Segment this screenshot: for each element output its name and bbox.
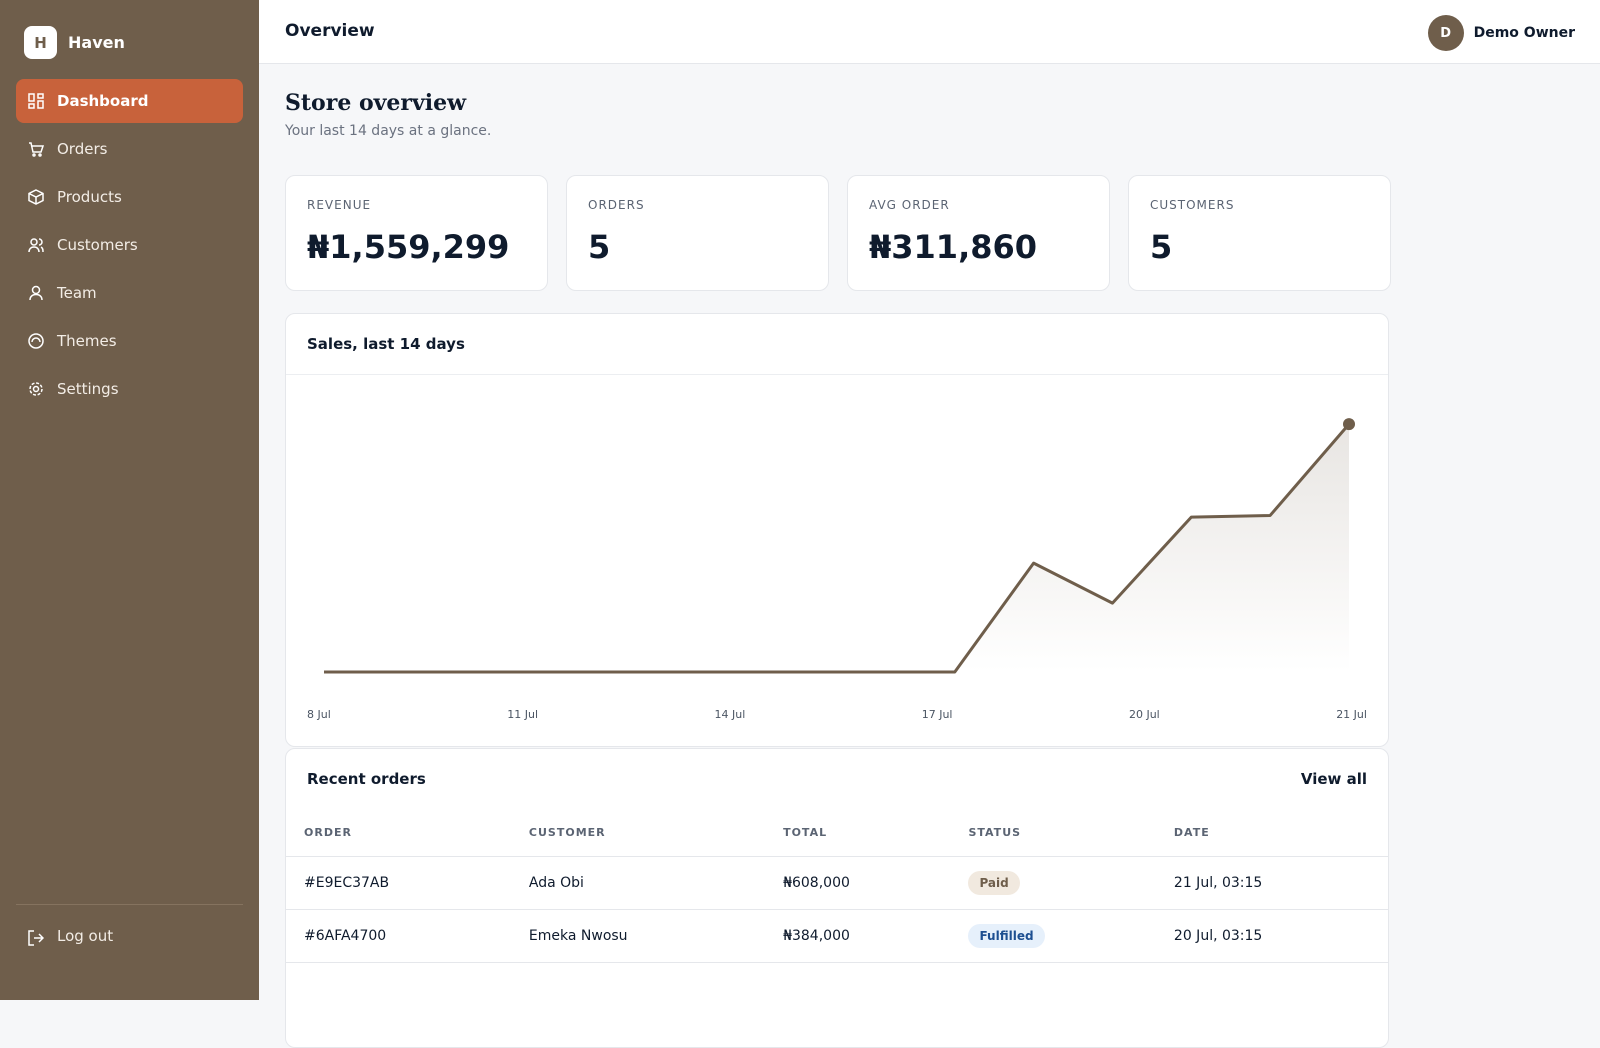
chart-card: Sales, last 14 days 8 Jul 11 Jul 14 Jul 17 … (285, 313, 1389, 747)
orders-card: Recent orders View all ORDER CUSTOMER TOTA… (285, 748, 1389, 1048)
view-all[interactable]: View all (1300, 770, 1367, 788)
column-header: TOTAL (765, 810, 951, 857)
user-name: Demo Owner (1473, 25, 1575, 41)
stat-card: ORDERS 5 (566, 175, 829, 291)
sidebar: H Haven Dashboard Orders Products Custome… (0, 0, 259, 1000)
nav: Dashboard Orders Products Customers Team… (16, 79, 243, 415)
cell: Emeka Nwosu (510, 909, 766, 963)
chart (286, 374, 1388, 674)
status-badge: Paid (968, 870, 1020, 895)
cell: #E9EC37AB (286, 856, 511, 910)
nav-label: Themes (57, 332, 117, 350)
x-tick-label: 20 Jul (1128, 708, 1160, 721)
x-tick-label: 17 Jul (921, 708, 953, 721)
user-menu[interactable]: D Demo Owner (1427, 15, 1575, 51)
avatar: D (1427, 15, 1464, 51)
area (324, 424, 1349, 672)
page-subtitle: Your last 14 days at a glance. (285, 123, 492, 139)
logout[interactable]: Log out (16, 904, 243, 946)
stat-label: ORDERS (588, 198, 645, 212)
stat-card: CUSTOMERS 5 (1128, 175, 1391, 291)
nav-label: Settings (57, 380, 119, 398)
nav-item[interactable]: Settings (16, 367, 243, 411)
topbar: Overview D Demo Owner (259, 0, 1600, 64)
header-row: ORDER CUSTOMER TOTAL STATUS DATE (286, 810, 1388, 857)
orders-table: ORDER CUSTOMER TOTAL STATUS DATE #E9EC37AB Ada… (286, 810, 1388, 963)
stat-value: ₦311,860 (869, 228, 1038, 266)
logo: H (24, 26, 57, 59)
nav-label: Customers (57, 236, 138, 254)
cell: ₦608,000 (765, 856, 951, 910)
stat-card: AVG ORDER ₦311,860 (847, 175, 1110, 291)
nav-item[interactable]: Products (16, 175, 243, 219)
column-header: STATUS (950, 810, 1156, 857)
nav-item[interactable]: Dashboard (16, 79, 243, 123)
nav-item[interactable]: Team (16, 271, 243, 315)
stat-label: CUSTOMERS (1150, 198, 1235, 212)
x-tick-label: 11 Jul (507, 708, 539, 721)
nav-label: Orders (57, 140, 108, 158)
column-header: ORDER (286, 810, 511, 857)
x-tick-label: 8 Jul (307, 708, 331, 721)
end-dot (1343, 418, 1355, 431)
stat-card: REVENUE ₦1,559,299 (285, 175, 548, 291)
page-title: Store overview (285, 90, 467, 116)
cell: Ada Obi (510, 856, 766, 910)
order-row[interactable]: #E9EC37AB Ada Obi ₦608,000 Paid 21 Jul, 03:1… (286, 856, 1388, 910)
cell: #6AFA4700 (286, 909, 511, 963)
order-row[interactable]: #6AFA4700 Emeka Nwosu ₦384,000 Fulfilled 20 … (286, 909, 1388, 963)
brand[interactable]: H Haven (24, 26, 125, 59)
logout-label: Log out (57, 927, 114, 945)
stat-value: 5 (588, 228, 611, 266)
orders-title: Recent orders (307, 770, 426, 788)
status-badge: Fulfilled (968, 923, 1045, 948)
column-header: DATE (1155, 810, 1388, 857)
column-header: CUSTOMER (510, 810, 766, 857)
stat-value: ₦1,559,299 (307, 228, 510, 266)
cell: 20 Jul, 03:15 (1155, 909, 1388, 963)
cell: Fulfilled (950, 909, 1156, 963)
topbar-title: Overview (285, 21, 375, 41)
nav-item[interactable]: Orders (16, 127, 243, 171)
nav-label: Dashboard (57, 92, 149, 110)
cell: ₦384,000 (765, 909, 951, 963)
x-tick-label: 14 Jul (714, 708, 746, 721)
stat-value: 5 (1150, 228, 1173, 266)
chart-title: Sales, last 14 days (307, 335, 465, 353)
x-axis: 8 Jul 11 Jul 14 Jul 17 Jul 20 Jul 21 Jul (307, 708, 1367, 721)
nav-label: Team (57, 284, 97, 302)
cell: 21 Jul, 03:15 (1155, 856, 1388, 910)
line (324, 423, 1351, 674)
nav-label: Products (57, 188, 122, 206)
cell: Paid (950, 856, 1156, 910)
stat-label: AVG ORDER (869, 198, 950, 212)
brand-name: Haven (68, 33, 125, 52)
nav-item[interactable]: Themes (16, 319, 243, 363)
nav-item[interactable]: Customers (16, 223, 243, 267)
stat-label: REVENUE (307, 198, 372, 212)
x-tick-label: 21 Jul (1336, 708, 1367, 721)
